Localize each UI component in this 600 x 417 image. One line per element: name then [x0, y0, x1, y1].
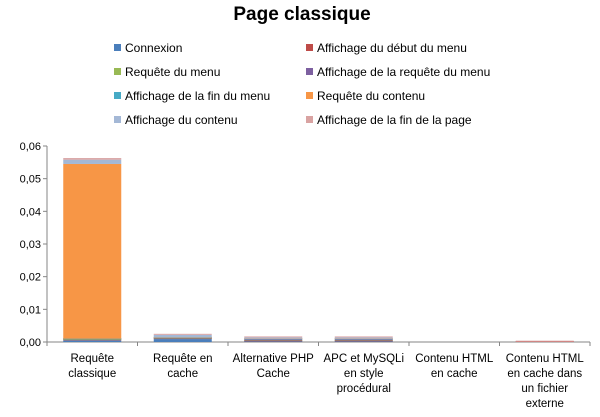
legend: Connexion Affichage du début du menu Requê…	[114, 41, 490, 127]
legend-label: Affichage de la fin de la page	[317, 113, 472, 127]
bar-segment	[244, 337, 303, 339]
x-category-label-line: Requête	[71, 353, 114, 365]
x-category-label-line: procédural	[337, 383, 391, 395]
x-category-label-line: Requête en	[153, 353, 212, 365]
x-category-label-line: cache	[167, 368, 198, 380]
legend-label: Requête du contenu	[317, 89, 425, 103]
y-tick-label: 0,05	[20, 174, 41, 186]
legend-swatch	[306, 92, 313, 99]
y-tick-label: 0,00	[20, 337, 41, 349]
x-category-label: Requête classique	[68, 353, 116, 380]
y-tick-label: 0,01	[20, 304, 41, 316]
x-category-label-line: APC et MySQLi	[323, 353, 404, 365]
x-category-label-line: en style	[344, 368, 384, 380]
x-axis-labels: Requête classique Requête en cache Alternati…	[68, 353, 584, 410]
legend-swatch	[306, 44, 313, 51]
legend-label: Affichage de la fin du menu	[125, 89, 270, 103]
x-category-label-line: Contenu HTML	[415, 353, 494, 365]
legend-item: Affichage de la fin du menu	[114, 89, 270, 103]
legend-swatch	[114, 116, 121, 123]
bar-segment	[334, 337, 393, 339]
bar-segment	[334, 340, 393, 342]
bar-segment	[334, 339, 393, 341]
bar-segment	[334, 336, 393, 338]
axes: 0,00 0,01 0,02 0,03 0,04 0,05 0,06	[20, 141, 591, 349]
bar-segment	[153, 333, 212, 335]
bar-segment	[63, 339, 122, 341]
x-category-label-line: externe	[526, 398, 564, 410]
x-category-label-line: en cache dans	[507, 368, 582, 380]
bar-segment	[244, 336, 303, 338]
legend-item: Connexion	[114, 41, 182, 55]
x-category-label: APC et MySQLi en style procédural	[323, 353, 404, 395]
legend-swatch	[114, 68, 121, 75]
bar-segment	[153, 334, 212, 338]
x-category-label-line: en cache	[431, 368, 478, 380]
legend-swatch	[114, 44, 121, 51]
bar-stack	[153, 333, 212, 342]
legend-item: Affichage du début du menu	[306, 41, 467, 55]
bar-stack	[244, 336, 303, 342]
bar-segment	[63, 340, 122, 342]
legend-item: Affichage de la fin de la page	[306, 113, 472, 127]
legend-item: Requête du contenu	[306, 89, 425, 103]
bar-segment	[244, 339, 303, 341]
bar-segment	[153, 339, 212, 342]
x-category-label-line: Alternative PHP	[233, 353, 315, 365]
x-category-label-line: Contenu HTML	[506, 353, 585, 365]
legend-swatch	[306, 68, 313, 75]
bar-segment	[334, 341, 393, 342]
y-tick-label: 0,06	[20, 141, 41, 153]
bar-stack	[515, 340, 574, 342]
bar-segment	[63, 159, 122, 164]
legend-label: Affichage du début du menu	[317, 41, 467, 55]
bars	[63, 158, 574, 342]
legend-label: Affichage du contenu	[125, 113, 238, 127]
legend-label: Connexion	[125, 41, 182, 55]
y-tick-label: 0,03	[20, 239, 41, 251]
y-tick-label: 0,02	[20, 272, 41, 284]
legend-item: Affichage du contenu	[114, 113, 238, 127]
legend-label: Affichage de la requête du menu	[317, 65, 490, 79]
bar-stack	[63, 158, 122, 342]
x-category-label-line: un fichier	[521, 383, 568, 395]
bar-segment	[244, 340, 303, 342]
legend-item: Requête du menu	[114, 65, 220, 79]
legend-swatch	[114, 92, 121, 99]
bar-stack	[334, 336, 393, 342]
legend-swatch	[306, 116, 313, 123]
x-category-label: Contenu HTML en cache	[415, 353, 494, 380]
chart-title: Page classique	[233, 4, 370, 25]
bar-segment	[63, 158, 122, 160]
x-category-label-line: classique	[68, 368, 116, 380]
legend-item: Affichage de la requête du menu	[306, 65, 490, 79]
y-tick-label: 0,04	[20, 206, 41, 218]
x-category-label: Contenu HTML en cache dans un fichier exter…	[506, 353, 585, 410]
bar-segment	[244, 341, 303, 342]
bar-segment	[515, 340, 574, 342]
bar-segment	[63, 163, 122, 339]
legend-label: Requête du menu	[125, 65, 220, 79]
x-category-label: Alternative PHP Cache	[233, 353, 315, 380]
x-category-label-line: Cache	[257, 368, 290, 380]
x-category-label: Requête en cache	[153, 353, 212, 380]
